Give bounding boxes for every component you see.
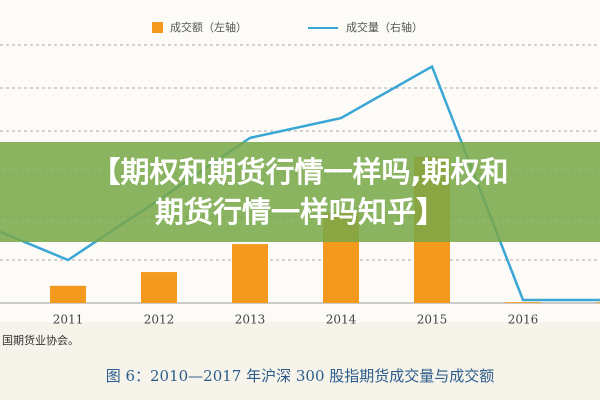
bar bbox=[141, 272, 177, 303]
bar bbox=[50, 285, 86, 303]
caption: 图 6：2010—2017 年沪深 300 股指期货成交量与成交额 bbox=[106, 367, 495, 385]
x-tick-label: 2011 bbox=[53, 313, 84, 327]
line bbox=[0, 64, 600, 302]
x-tick-label: 2014 bbox=[326, 313, 357, 327]
legend-label: 成交额（左轴） bbox=[170, 20, 247, 34]
legend-swatch bbox=[152, 22, 163, 33]
bar bbox=[596, 302, 600, 303]
x-tick-label: 2016 bbox=[508, 313, 539, 327]
bar bbox=[505, 302, 541, 303]
x-tick-label: 2013 bbox=[235, 313, 266, 327]
banner: 【期权和期货行情一样吗,期权和期货行情一样吗知乎】 bbox=[0, 142, 600, 242]
x-tick-label: 2012 bbox=[144, 313, 175, 327]
bar bbox=[232, 244, 268, 303]
legend-label: 成交量（右轴） bbox=[346, 20, 423, 34]
x-tick-label: 2015 bbox=[417, 313, 448, 327]
source: 国期货业协会。 bbox=[2, 333, 79, 347]
banner-text: 【期权和期货行情一样吗,期权和期货行情一样吗知乎】 bbox=[91, 155, 509, 229]
